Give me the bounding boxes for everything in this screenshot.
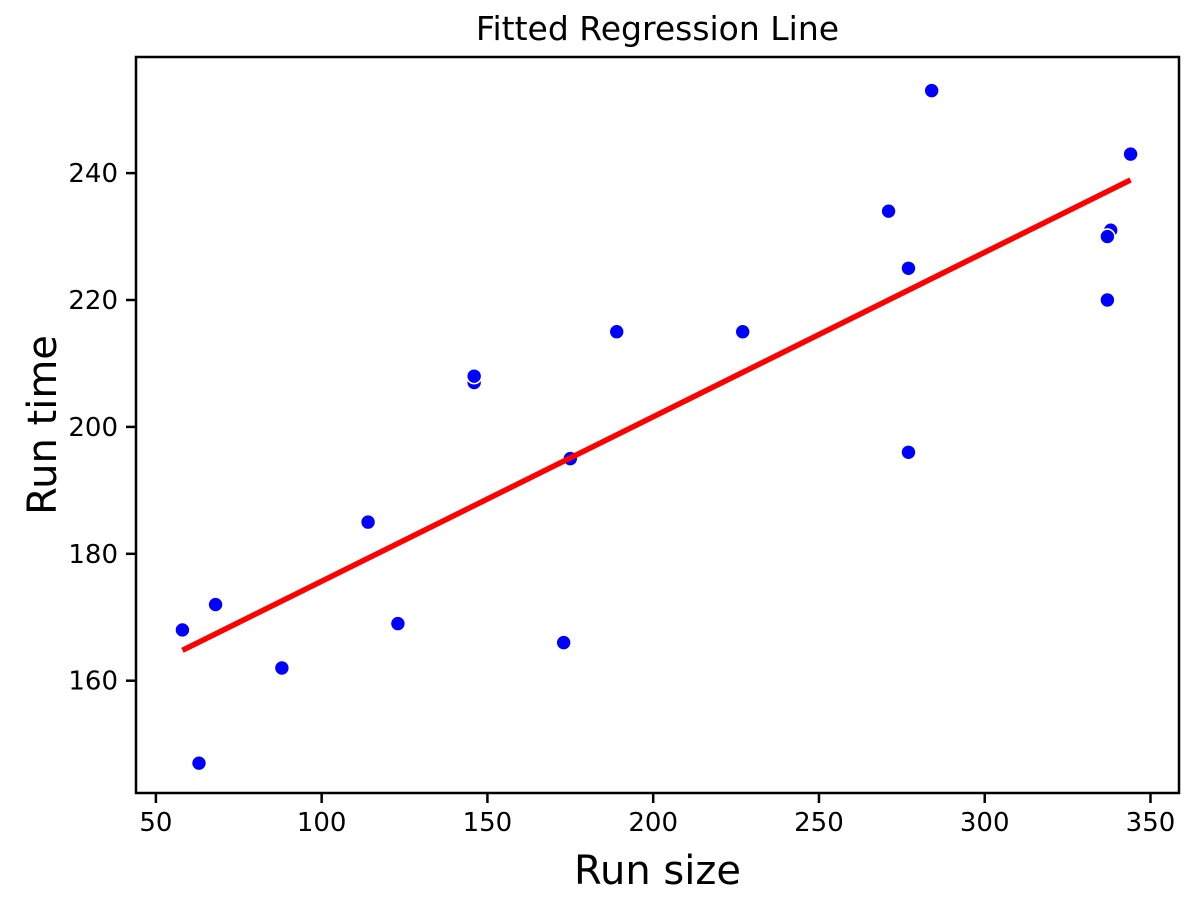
data-point — [1099, 291, 1116, 309]
data-point — [190, 754, 208, 772]
scatter-points-layer — [174, 82, 1139, 772]
data-point — [465, 367, 483, 385]
data-point — [273, 659, 291, 677]
plot-border — [134, 55, 1181, 795]
data-point — [174, 621, 191, 639]
x-axis-label: Run size — [574, 848, 741, 894]
plot-area — [136, 57, 1179, 793]
data-point — [734, 323, 752, 341]
data-point — [207, 596, 224, 613]
y-tick-label: 180 — [68, 540, 118, 570]
y-axis-ticks: 160 180 200 220 240 — [68, 159, 136, 697]
y-tick-label: 200 — [68, 413, 118, 443]
regression-line-layer — [181, 177, 1132, 653]
data-point — [608, 323, 626, 341]
x-tick-label: 150 — [463, 808, 513, 838]
y-axis-label: Run time — [20, 335, 66, 515]
x-tick-label: 250 — [794, 808, 844, 838]
x-tick-label: 100 — [297, 808, 347, 838]
data-point — [1099, 228, 1116, 245]
chart-title: Fitted Regression Line — [476, 9, 839, 48]
data-point — [923, 82, 940, 99]
data-point — [880, 202, 897, 220]
data-point — [1122, 145, 1139, 163]
x-tick-label: 300 — [960, 808, 1010, 838]
x-axis-ticks: 50 100 150 200 250 300 350 — [139, 793, 1175, 838]
y-tick-label: 240 — [68, 159, 118, 189]
y-tick-label: 220 — [68, 286, 118, 316]
data-point — [359, 513, 377, 531]
x-tick-label: 200 — [628, 808, 678, 838]
data-point — [555, 634, 572, 651]
data-point — [900, 443, 917, 461]
data-point — [900, 259, 917, 277]
x-tick-label: 50 — [139, 808, 172, 838]
y-tick-label: 160 — [68, 667, 118, 697]
regression-line — [181, 177, 1132, 653]
data-point — [389, 615, 407, 632]
x-tick-label: 350 — [1126, 808, 1176, 838]
